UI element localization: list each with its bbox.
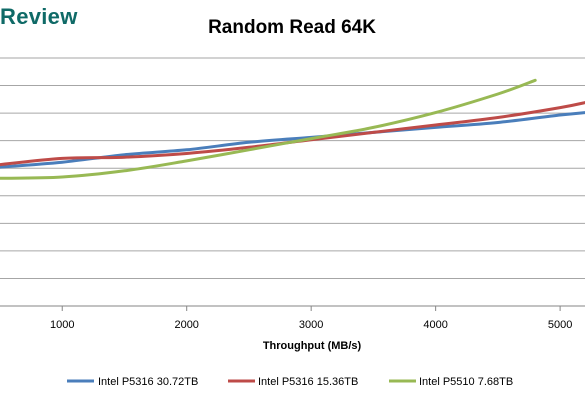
x-axis-ticks: 1000 2000 3000 4000 5000: [50, 306, 572, 331]
chart-title: Random Read 64K: [208, 17, 376, 38]
series-lines: [0, 78, 585, 180]
x-tick-label: 3000: [299, 319, 323, 331]
legend-label-2: Intel P5316 15.36TB: [258, 376, 358, 388]
legend: Intel P5316 30.72TB Intel P5316 15.36TB In…: [67, 376, 513, 388]
brand-logo: Review: [0, 4, 78, 29]
x-tick-label: 1000: [50, 319, 74, 331]
x-tick-label: 4000: [423, 319, 447, 331]
series-line-3: [0, 78, 537, 180]
x-axis-label: Throughput (MB/s): [263, 340, 362, 352]
series-line-2: [0, 101, 585, 167]
legend-label-1: Intel P5316 30.72TB: [98, 376, 198, 388]
x-tick-label: 5000: [548, 319, 572, 331]
x-tick-label: 2000: [174, 319, 198, 331]
gridlines: [0, 57, 585, 307]
legend-label-3: Intel P5510 7.68TB: [419, 376, 513, 388]
